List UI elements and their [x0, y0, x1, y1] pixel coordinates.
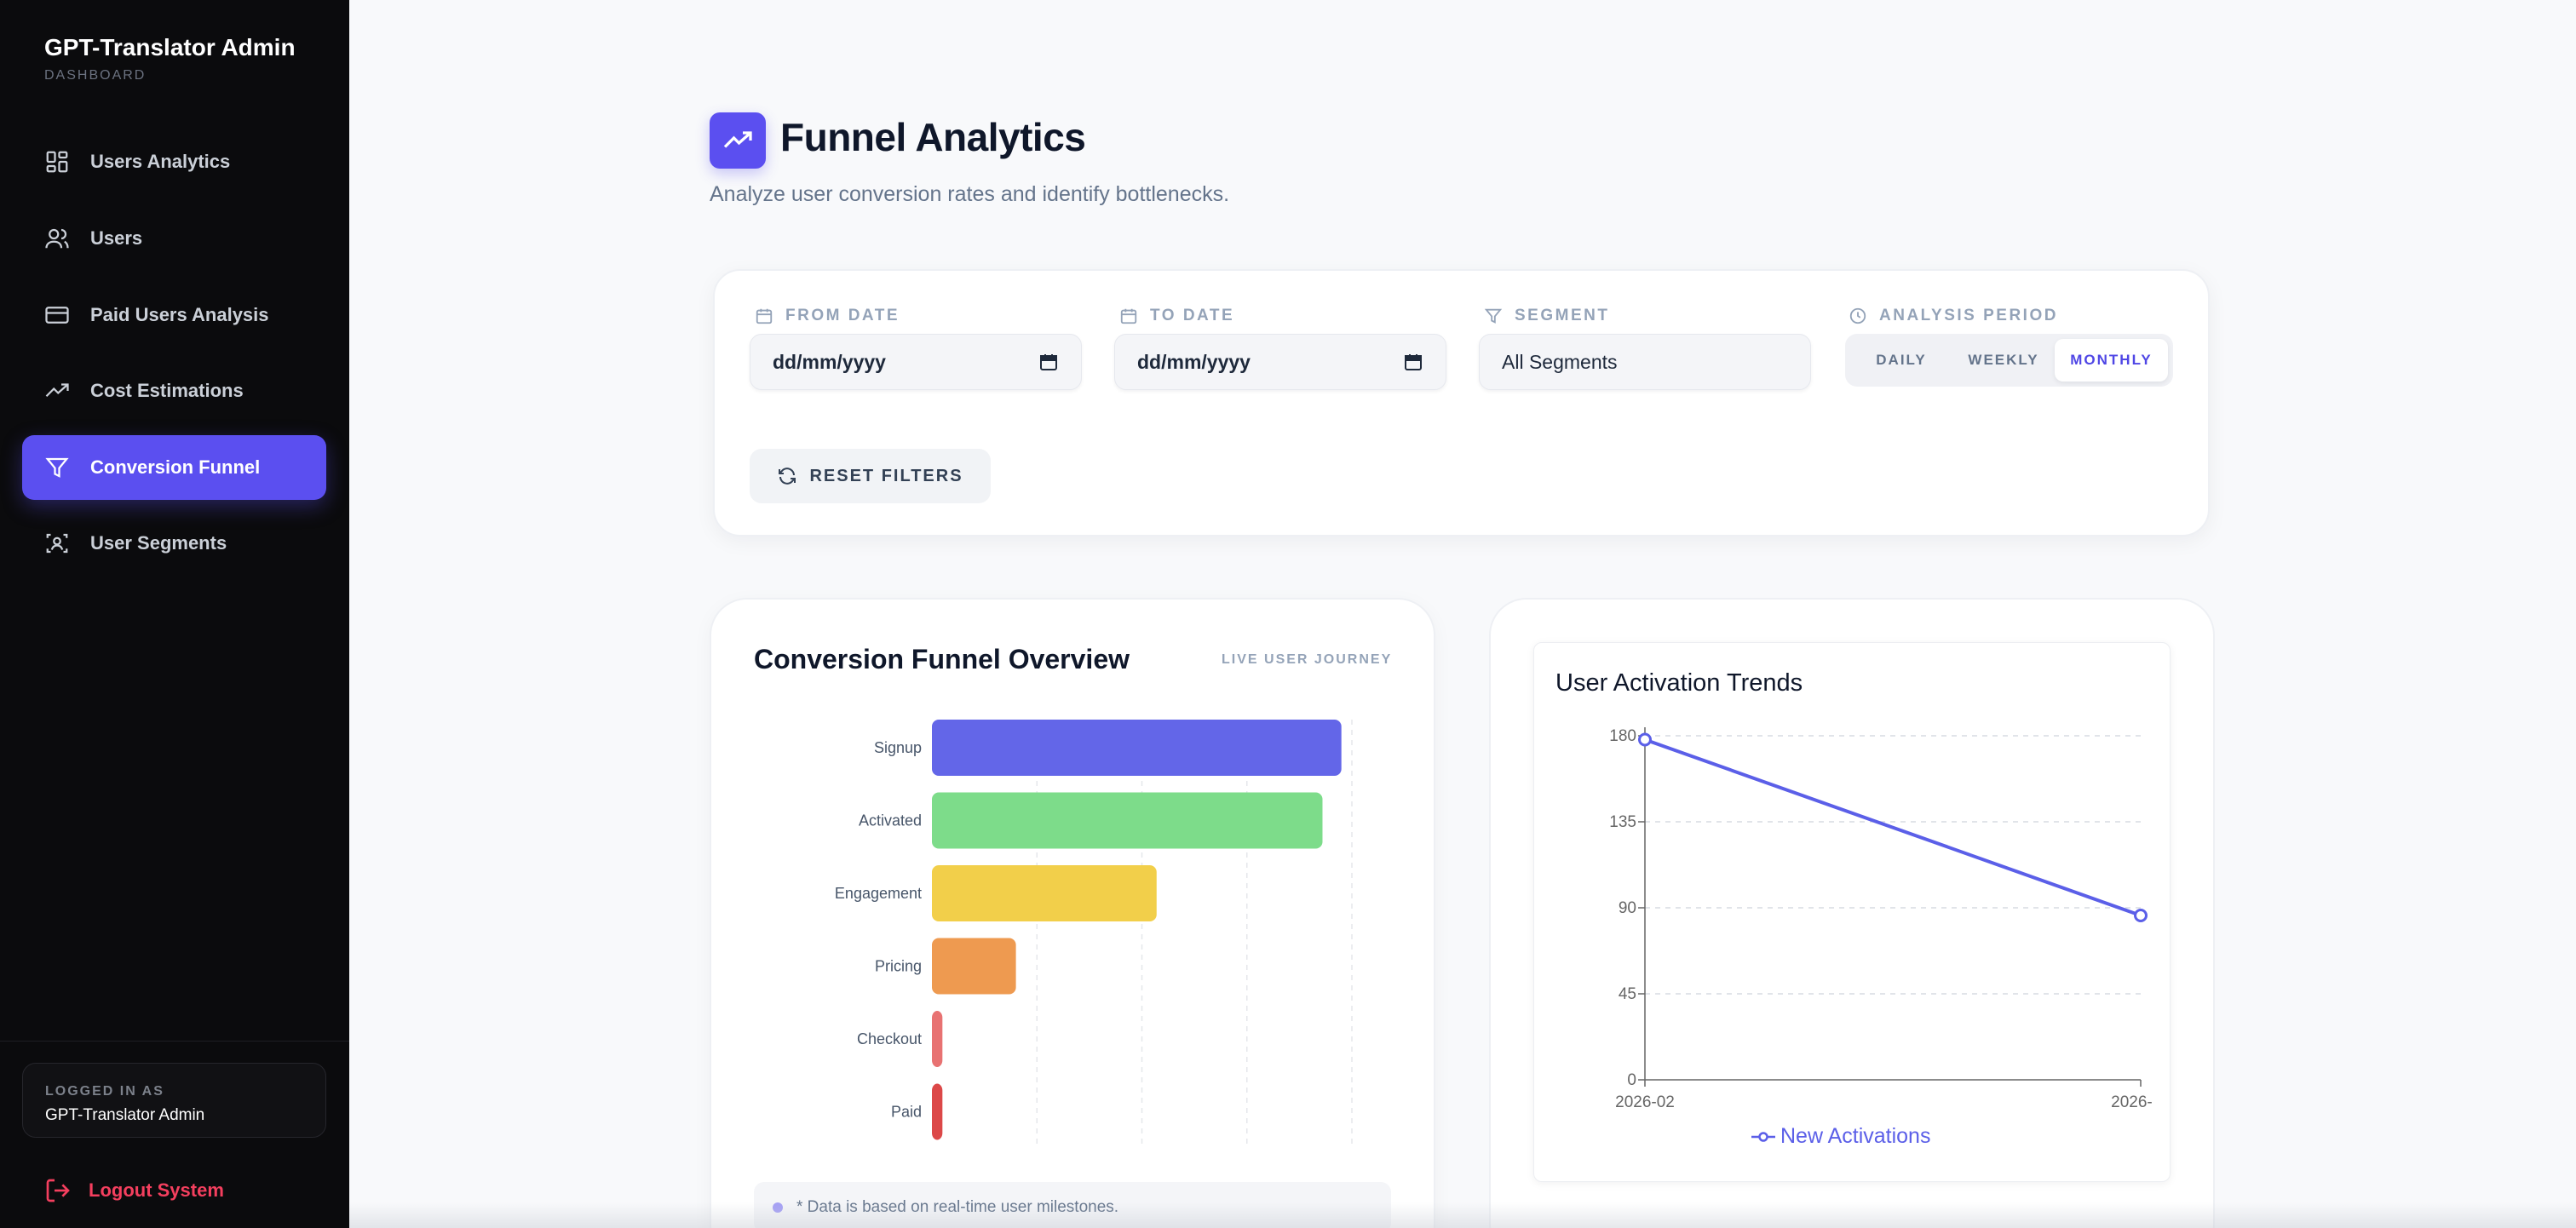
legend-label: New Activations: [1780, 1124, 1931, 1148]
sidebar-item-label: Users: [90, 227, 143, 249]
brand-subtitle: DASHBOARD: [44, 68, 147, 83]
data-note: * Data is based on real-time user milest…: [754, 1182, 1391, 1228]
calendar-icon[interactable]: [1403, 352, 1423, 372]
activation-line-chart: 0 45 90 135 180 2026-02 2026-03: [1609, 727, 2152, 1111]
data-point[interactable]: [1638, 732, 1652, 747]
sidebar-item-label: Users Analytics: [90, 151, 231, 172]
funnel-stage-label: Engagement: [835, 885, 922, 902]
sidebar-item-users-analytics[interactable]: Users Analytics: [22, 129, 326, 194]
scan-user-icon: [46, 533, 68, 554]
funnel-stage-label: Checkout: [857, 1030, 922, 1047]
page-subtitle: Analyze user conversion rates and identi…: [710, 182, 1230, 206]
trending-up-icon: [723, 131, 752, 148]
period-weekly-button[interactable]: WEEKLY: [1968, 352, 2039, 368]
segment-select[interactable]: All Segments: [1479, 334, 1811, 390]
period-daily-button[interactable]: DAILY: [1876, 352, 1927, 368]
reset-filters-button[interactable]: RESET FILTERS: [750, 449, 991, 503]
logged-in-label: LOGGED IN AS: [45, 1084, 164, 1099]
filter-icon: [45, 457, 69, 478]
chart-legend[interactable]: New Activations: [1751, 1124, 1930, 1149]
credit-card-icon: [45, 307, 69, 324]
y-tick-label: 90: [1619, 899, 1636, 917]
refresh-icon: [779, 468, 796, 485]
period-monthly-button[interactable]: MONTHLY: [2055, 339, 2168, 382]
sidebar-item-label: Conversion Funnel: [90, 456, 261, 478]
logout-icon: [46, 1179, 70, 1202]
funnel-stage-label: Paid: [891, 1104, 922, 1121]
live-journey-badge: LIVE USER JOURNEY: [1222, 652, 1393, 667]
calendar-icon: [756, 308, 773, 324]
logged-in-name: GPT-Translator Admin: [45, 1106, 205, 1124]
legend-line-icon: [1751, 1131, 1775, 1142]
filter-icon: [1484, 308, 1503, 324]
data-point[interactable]: [2134, 908, 2148, 922]
calendar-icon: [1120, 308, 1137, 324]
grid-icon: [46, 151, 68, 173]
to-date-input[interactable]: dd/mm/yyyy: [1114, 334, 1446, 390]
clock-icon: [1849, 307, 1866, 324]
from-date-label: FROM DATE: [755, 307, 900, 325]
logged-in-box: LOGGED IN AS GPT-Translator Admin: [22, 1063, 326, 1138]
activation-chart-panel: [1533, 642, 2171, 1182]
funnel-bar-signup[interactable]: [932, 720, 1342, 776]
series-line-new-activations: [1644, 737, 2142, 917]
logout-button[interactable]: Logout System: [44, 1177, 224, 1204]
analysis-period-label: ANALYSIS PERIOD: [1849, 307, 2058, 325]
y-tick-label: 180: [1609, 727, 1636, 745]
segment-label: SEGMENT: [1484, 307, 1609, 325]
sidebar-divider: [0, 1041, 349, 1042]
x-tick-label: 2026-02: [1615, 1093, 1675, 1111]
activation-title: User Activation Trends: [1555, 669, 1803, 697]
users-icon: [45, 228, 69, 249]
calendar-icon[interactable]: [1038, 352, 1059, 372]
sidebar-item-users[interactable]: Users: [22, 206, 326, 271]
funnel-bar-engagement[interactable]: [932, 865, 1157, 921]
period-toggle: DAILY WEEKLY MONTHLY: [1845, 334, 2173, 387]
funnel-title: Conversion Funnel Overview: [754, 644, 1130, 674]
sidebar-item-paid-users-analysis[interactable]: Paid Users Analysis: [22, 283, 326, 347]
sidebar-item-label: Paid Users Analysis: [90, 304, 269, 325]
funnel-bar-paid[interactable]: [932, 1083, 943, 1140]
y-tick-label: 45: [1619, 985, 1636, 1003]
brand-title: GPT-Translator Admin: [44, 34, 296, 60]
trending-up-icon: [45, 383, 69, 398]
y-tick-label: 135: [1609, 813, 1636, 831]
funnel-bar-checkout[interactable]: [932, 1011, 943, 1067]
funnel-stage-label: Pricing: [875, 958, 922, 975]
bottom-fade: [349, 1202, 2576, 1228]
page-title: Funnel Analytics: [780, 115, 1086, 159]
funnel-chart: Signup Activated Engagement Pricing Checkout…: [835, 720, 1353, 1148]
funnel-stage-label: Signup: [874, 739, 922, 756]
filter-card: [713, 269, 2210, 537]
to-date-label: TO DATE: [1119, 307, 1234, 325]
sidebar-item-label: Cost Estimations: [90, 380, 244, 401]
sidebar: GPT-Translator Admin DASHBOARD Users Ana…: [0, 0, 349, 1228]
sidebar-item-user-segments[interactable]: User Segments: [22, 511, 326, 576]
sidebar-item-conversion-funnel[interactable]: Conversion Funnel: [22, 435, 326, 500]
sidebar-item-label: User Segments: [90, 532, 227, 554]
logout-label: Logout System: [89, 1179, 224, 1201]
sidebar-item-cost-estimations[interactable]: Cost Estimations: [22, 359, 326, 423]
funnel-bar-pricing[interactable]: [932, 938, 1016, 995]
y-tick-label: 0: [1627, 1071, 1636, 1089]
funnel-stage-label: Activated: [859, 812, 922, 829]
funnel-bar-activated[interactable]: [932, 792, 1323, 849]
page-icon: [710, 112, 766, 169]
x-tick-label: 2026-03: [2111, 1093, 2152, 1111]
note-dot: [773, 1202, 783, 1213]
from-date-input[interactable]: dd/mm/yyyy: [750, 334, 1082, 390]
